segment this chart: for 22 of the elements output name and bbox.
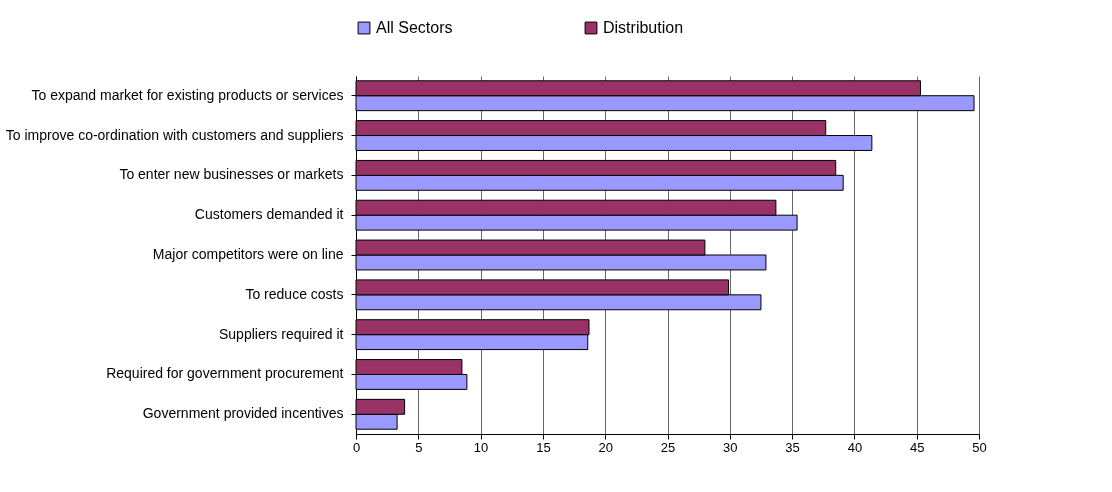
x-tick-label: 35	[785, 439, 800, 455]
x-tick-label: 45	[909, 439, 925, 455]
y-tick-label: Major competitors were on line	[152, 246, 344, 262]
x-tick-label: 20	[598, 439, 613, 455]
y-tick-label: To enter new businesses or markets	[119, 166, 344, 183]
y-tick-label: Customers demanded it	[194, 206, 344, 223]
x-tick-label: 0	[352, 439, 361, 455]
x-tick-label: 5	[415, 439, 423, 455]
x-tick-label: 50	[972, 439, 987, 455]
y-tick-label: Suppliers required it	[218, 325, 344, 342]
x-tick-label: 30	[723, 439, 738, 455]
x-tick-label: 15	[536, 439, 551, 455]
x-tick-label: 40	[847, 439, 863, 455]
y-tick-label: To expand market for existing products or services	[31, 86, 344, 103]
y-tick-label: To improve co-ordination with customers and suppliers	[5, 126, 344, 143]
x-tick-label: 25	[660, 439, 676, 455]
legend-label: Distribution	[603, 19, 684, 36]
y-tick-label: Government provided incentives	[142, 405, 344, 422]
y-tick-label: Required for government procurement	[106, 365, 344, 382]
y-tick-label: To reduce costs	[245, 285, 344, 302]
legend-label: All Sectors	[376, 19, 453, 36]
x-tick-label: 10	[473, 439, 489, 455]
